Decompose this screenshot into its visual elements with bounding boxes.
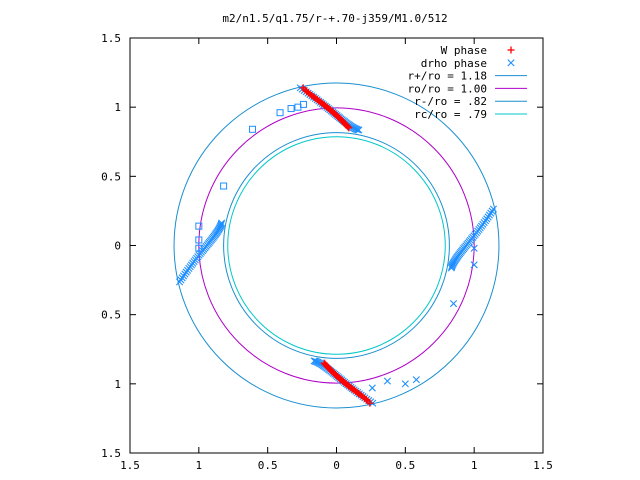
legend-label: ro/ro = 1.00 [408,82,487,95]
y-tick-label: 1 [114,378,121,391]
legend-label: r+/ro = 1.18 [408,70,487,83]
plot-area [173,82,500,409]
square-point [299,100,307,108]
legend-label: W phase [441,44,487,57]
x-tick-label: 1 [196,459,203,472]
drho-point [412,376,420,384]
y-tick-label: 1.5 [101,447,121,460]
legend-sample [507,46,515,54]
square-point [287,105,295,113]
y-tick-label: 0.5 [101,309,121,322]
x-tick-label: 1.5 [120,459,140,472]
x-tick-label: 1.5 [533,459,553,472]
drho-point [449,300,458,308]
legend-label: r-/ro = .82 [414,95,487,108]
drho-point [383,377,392,385]
w-point [344,123,352,131]
x-tick-label: 0 [333,459,340,472]
legend-label: drho phase [421,57,487,70]
square-point [195,222,203,230]
w-point [345,124,353,132]
circle-1 [198,107,475,384]
w-point [320,359,328,367]
drho-point [470,261,478,269]
y-tick-label: 1 [114,101,121,114]
square-point [195,236,203,244]
chart-title: m2/n1.5/q1.75/r-+.70-j359/M1.0/512 [222,12,447,25]
circle-1-18 [173,82,500,409]
x-tick-label: 0.5 [258,459,278,472]
drho-point [401,380,409,388]
square-point [220,182,228,190]
axes: 1.5 1 0.5 0 0.5 1 1.51.510.500.511.5 [101,32,553,472]
legend-sample [507,59,515,67]
circle-0-82 [223,132,450,359]
x-tick-label: 1 [471,459,478,472]
y-tick-label: 0.5 [101,170,121,183]
y-tick-label: 1.5 [101,32,121,45]
legend-label: rc/ro = .79 [414,108,487,121]
square-point [276,109,284,117]
drho-point [175,278,184,286]
square-point [249,125,257,133]
square-point [195,244,203,252]
drho-point [489,205,498,213]
circle-0-79 [227,136,446,355]
y-tick-label: 0 [114,240,121,253]
drho-point [470,244,478,252]
w-point [321,360,329,368]
x-tick-label: 0.5 [395,459,415,472]
drho-point [368,384,376,392]
